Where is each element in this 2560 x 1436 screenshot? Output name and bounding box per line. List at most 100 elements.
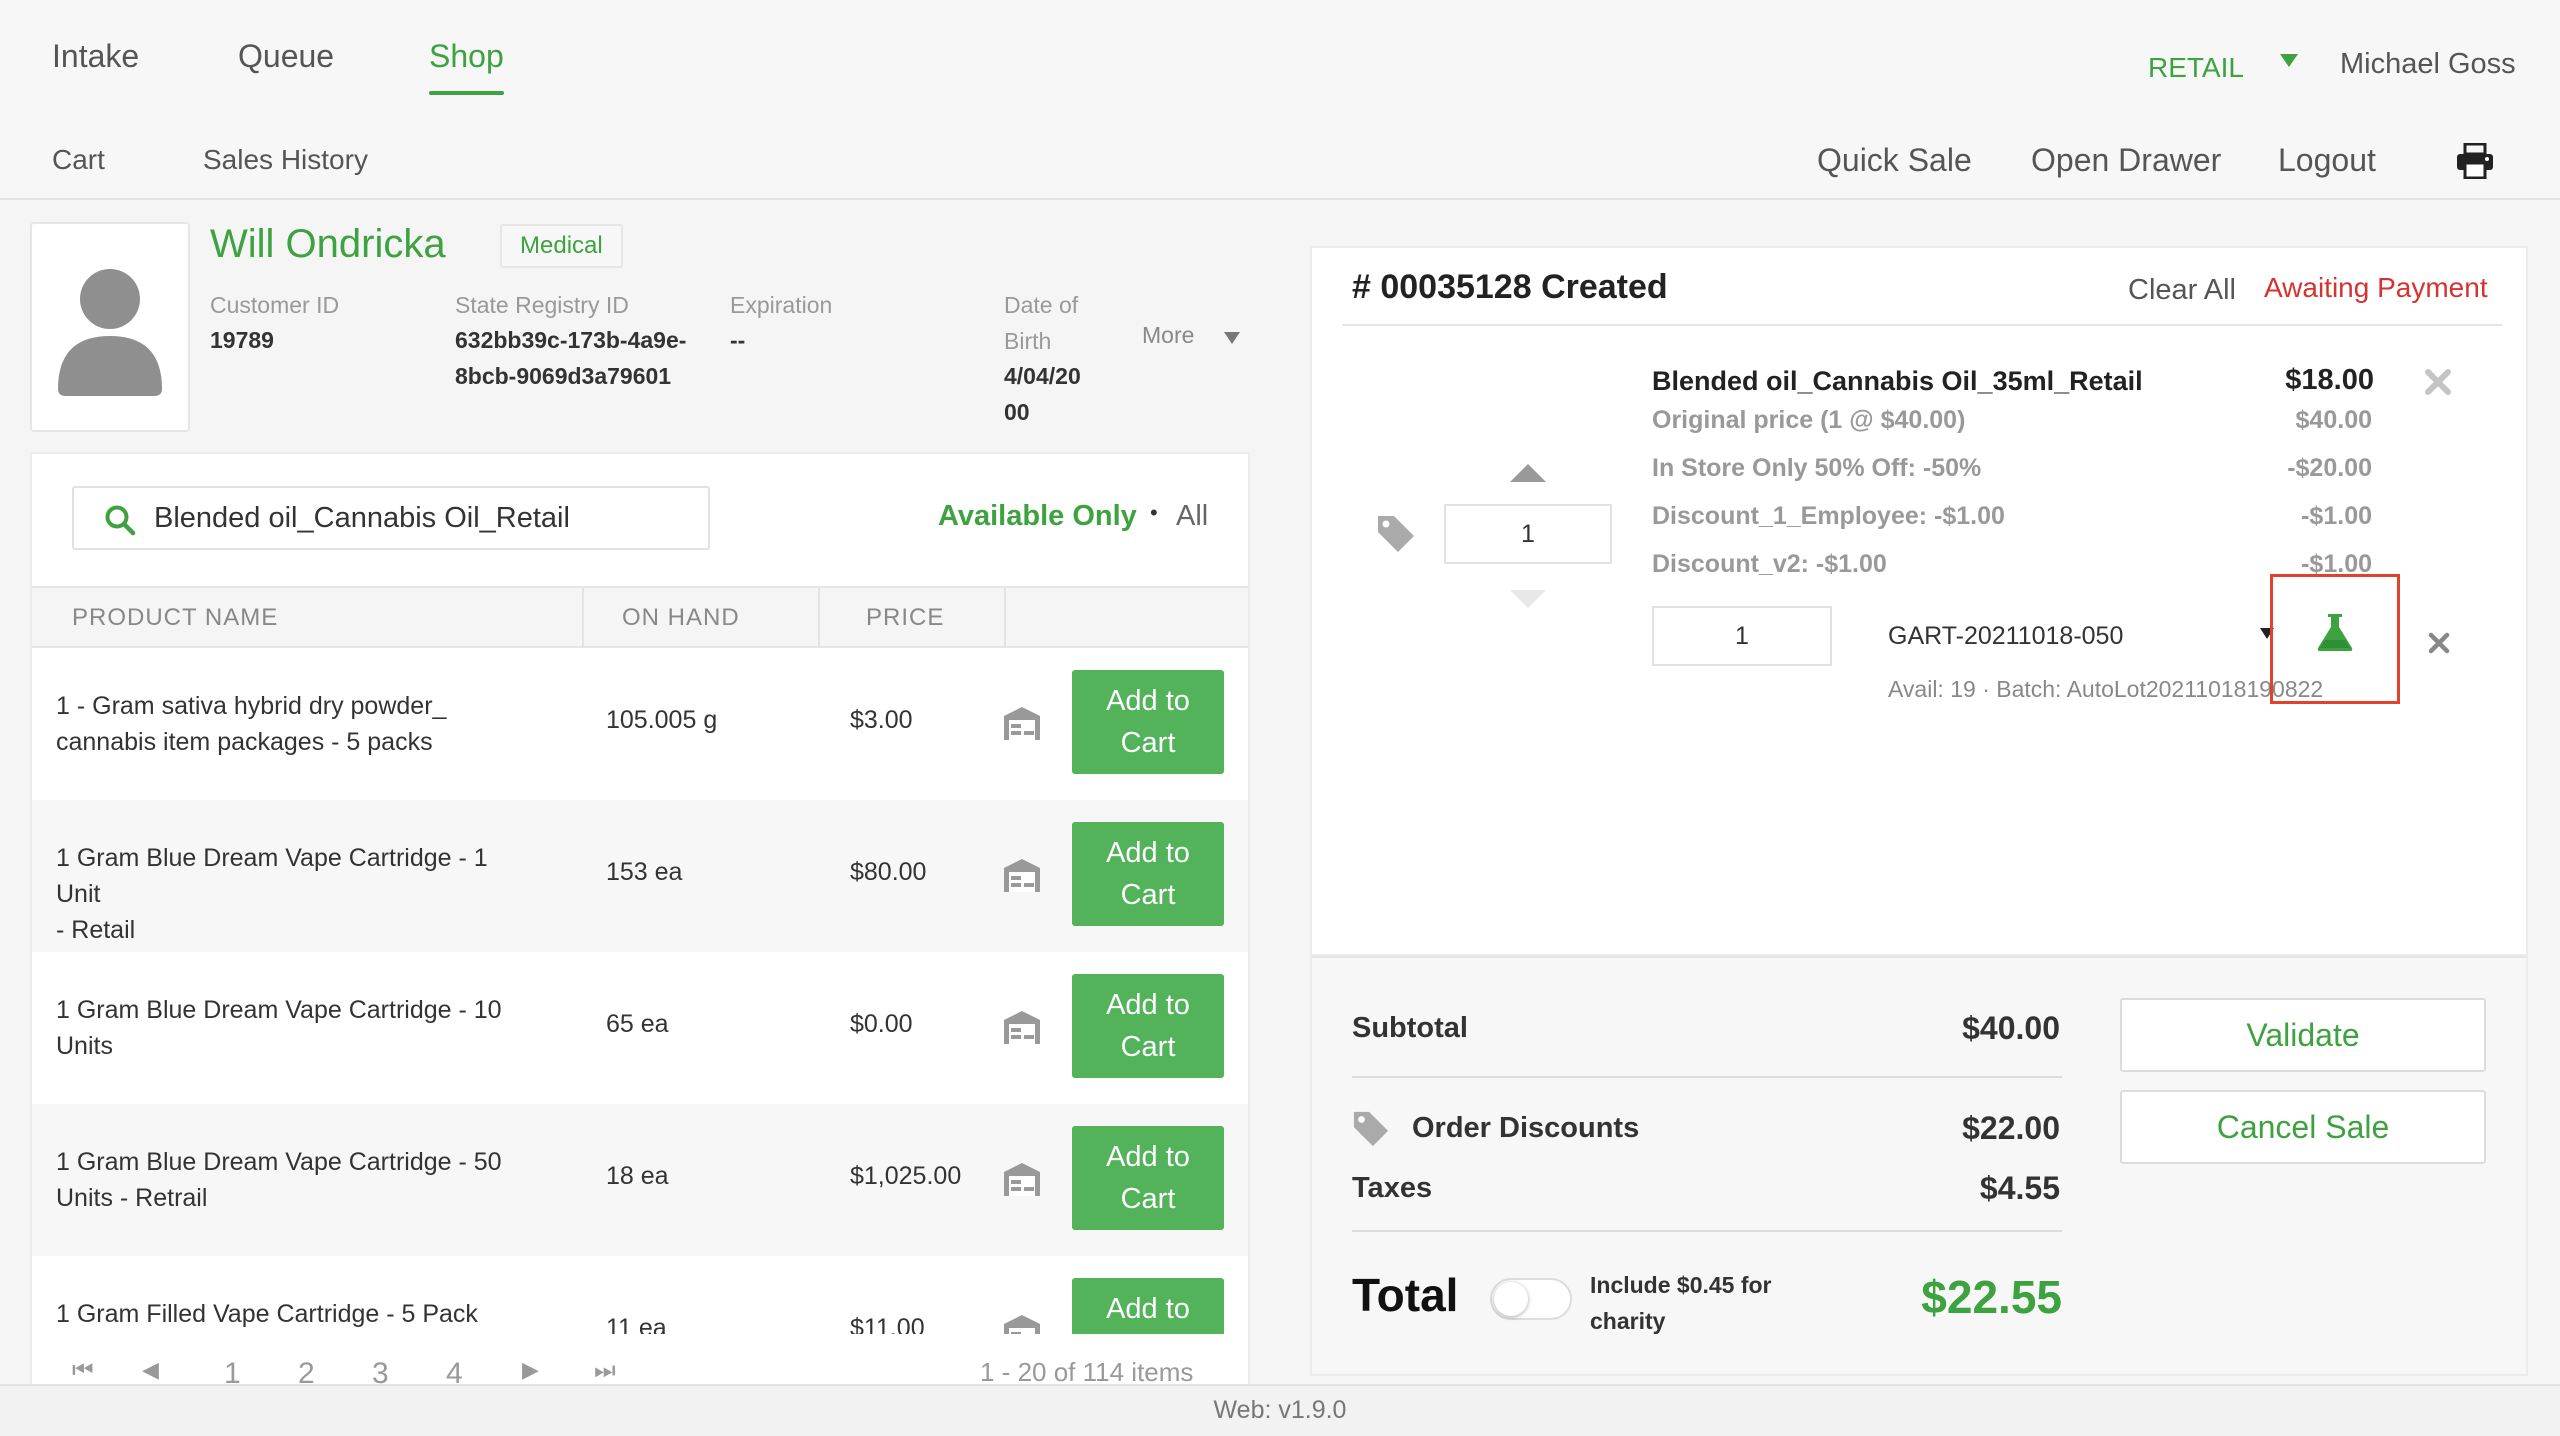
discount-line-label: Discount_1_Employee: -$1.00 — [1652, 502, 2005, 530]
charity-text-line2: charity — [1590, 1308, 1666, 1334]
add-to-cart-label-line2: Cart — [1120, 727, 1176, 759]
next-page-icon[interactable]: ▶ — [522, 1357, 539, 1382]
order-discounts-value: $22.00 — [1962, 1110, 2060, 1146]
product-name-line2: cannabis item packages - 5 packs — [56, 728, 433, 756]
add-to-cart-label-line1: Add to — [1106, 1141, 1190, 1173]
order-panel: # 00035128 Created Clear All Awaiting Pa… — [1310, 246, 2528, 956]
add-to-cart-label-line1: Add to — [1106, 837, 1190, 869]
product-name-line1: 1 Gram Blue Dream Vape Cartridge - 1 Uni… — [56, 844, 488, 908]
warehouse-icon[interactable] — [1002, 856, 1042, 894]
column-header-on-hand[interactable]: ON HAND — [622, 604, 740, 631]
subtotal-label: Subtotal — [1352, 1012, 1468, 1044]
warehouse-icon[interactable] — [1002, 704, 1042, 742]
tab-intake[interactable]: Intake — [52, 38, 140, 74]
avatar — [30, 222, 190, 432]
table-row[interactable]: 1 Gram Blue Dream Vape Cartridge - 50 Uni… — [32, 1104, 1248, 1256]
divider — [1352, 1076, 2062, 1078]
search-input[interactable] — [154, 498, 694, 538]
price-value: $0.00 — [850, 1010, 913, 1038]
filter-separator: • — [1150, 500, 1158, 525]
add-to-cart-label-line2: Cart — [1120, 1031, 1176, 1063]
tag-icon — [1353, 1111, 1389, 1147]
remove-batch-icon[interactable] — [2428, 632, 2450, 654]
page-4[interactable]: 4 — [446, 1357, 463, 1387]
prev-page-icon[interactable]: ◀ — [142, 1357, 159, 1382]
column-header-price[interactable]: PRICE — [866, 604, 945, 631]
table-row[interactable]: 1 Gram Blue Dream Vape Cartridge - 1 Uni… — [32, 800, 1248, 952]
add-to-cart-button[interactable]: Add to Cart — [1072, 1126, 1224, 1230]
last-page-icon[interactable]: ⏭ — [594, 1357, 616, 1384]
subtab-sales-history[interactable]: Sales History — [203, 144, 368, 175]
tab-shop[interactable]: Shop — [429, 38, 504, 95]
product-name-line1: 1 Gram Blue Dream Vape Cartridge - 10 — [56, 996, 502, 1024]
product-name-line1: 1 - Gram sativa hybrid dry powder_ — [56, 692, 447, 720]
warehouse-icon[interactable] — [1002, 1160, 1042, 1198]
add-to-cart-button[interactable]: Add to Cart — [1072, 974, 1224, 1078]
quantity-decrease-icon[interactable] — [1508, 588, 1548, 610]
tab-queue[interactable]: Queue — [238, 38, 335, 74]
user-name[interactable]: Michael Goss — [2340, 48, 2516, 80]
batch-quantity-input[interactable] — [1652, 606, 1832, 666]
page-3[interactable]: 3 — [372, 1357, 389, 1387]
chevron-down-icon[interactable] — [1224, 332, 1240, 344]
dob-label-line2: Birth — [1004, 328, 1052, 354]
order-status: Awaiting Payment — [2264, 272, 2488, 303]
remove-item-icon[interactable] — [2424, 368, 2452, 396]
add-to-cart-button[interactable]: Add to Cart — [1072, 670, 1224, 774]
discount-line-value: -$1.00 — [2301, 502, 2372, 530]
product-name-line2: Units - Retrail — [56, 1184, 208, 1212]
price-line-value: $40.00 — [2295, 406, 2372, 434]
quantity-input[interactable] — [1444, 504, 1612, 564]
charity-toggle[interactable] — [1490, 1278, 1572, 1320]
column-divider — [818, 588, 820, 648]
chevron-down-icon[interactable] — [2260, 628, 2274, 639]
more-dropdown[interactable]: More — [1142, 322, 1195, 348]
page-2[interactable]: 2 — [298, 1357, 315, 1387]
add-to-cart-button[interactable]: Add to Cart — [1072, 822, 1224, 926]
first-page-icon[interactable]: ⏮ — [72, 1357, 94, 1384]
discount-line-label: In Store Only 50% Off: -50% — [1652, 454, 1982, 482]
printer-icon[interactable] — [2456, 143, 2494, 179]
expiration-label: Expiration — [730, 292, 833, 318]
add-to-cart-label-line2: Cart — [1120, 879, 1176, 911]
cancel-sale-button[interactable]: Cancel Sale — [2120, 1090, 2486, 1164]
discount-line-value: -$20.00 — [2287, 454, 2372, 482]
quick-sale-link[interactable]: Quick Sale — [1817, 142, 1972, 178]
add-to-cart-label-line1: Add to — [1106, 989, 1190, 1021]
charity-text-line1: Include $0.45 for — [1590, 1272, 1772, 1298]
open-drawer-link[interactable]: Open Drawer — [2031, 142, 2222, 178]
product-name-line2: Units — [56, 1032, 113, 1060]
page-1[interactable]: 1 — [224, 1357, 241, 1387]
price-value: $3.00 — [850, 706, 913, 734]
subtotal-value: $40.00 — [1962, 1010, 2060, 1046]
on-hand-value: 105.005 g — [606, 706, 718, 734]
customer-card: Will Ondricka Medical Customer ID 19789 … — [30, 222, 1250, 436]
warehouse-icon[interactable] — [1002, 1008, 1042, 1046]
divider — [1342, 324, 2502, 326]
cart-item-name: Blended oil_Cannabis Oil_35ml_Retail — [1652, 366, 2143, 396]
totals-panel: Subtotal $40.00 Order Discounts $22.00 T… — [1310, 956, 2528, 1376]
filter-available-only[interactable]: Available Only — [938, 500, 1137, 532]
lab-flask-icon[interactable] — [2316, 612, 2354, 652]
mode-select[interactable]: RETAIL — [2148, 52, 2244, 83]
chevron-down-icon[interactable] — [2280, 54, 2298, 67]
pager-summary: 1 - 20 of 114 items — [980, 1357, 1194, 1387]
product-panel: Available Only • All PRODUCT NAME ON HAN… — [30, 452, 1250, 1387]
search-box[interactable] — [72, 486, 710, 550]
tag-icon[interactable] — [1376, 514, 1416, 554]
clear-all-link[interactable]: Clear All — [2128, 274, 2236, 306]
dob-value-line1: 4/04/20 — [1004, 363, 1081, 389]
discount-line-label: Discount_v2: -$1.00 — [1652, 550, 1887, 578]
product-name: 1 Gram Blue Dream Vape Cartridge - 10 Uni… — [56, 992, 536, 1064]
quantity-increase-icon[interactable] — [1508, 462, 1548, 484]
batch-select[interactable]: GART-20211018-050 — [1888, 622, 2124, 650]
filter-all[interactable]: All — [1176, 500, 1209, 532]
validate-button[interactable]: Validate — [2120, 998, 2486, 1072]
subtab-cart[interactable]: Cart — [52, 144, 105, 175]
table-row[interactable]: 1 Gram Blue Dream Vape Cartridge - 10 Uni… — [32, 952, 1248, 1104]
column-header-product-name[interactable]: PRODUCT NAME — [72, 604, 279, 631]
table-row[interactable]: 1 - Gram sativa hybrid dry powder_cannab… — [32, 648, 1248, 800]
product-name: 1 - Gram sativa hybrid dry powder_cannab… — [56, 688, 536, 760]
logout-link[interactable]: Logout — [2278, 142, 2376, 178]
taxes-label: Taxes — [1352, 1172, 1433, 1204]
